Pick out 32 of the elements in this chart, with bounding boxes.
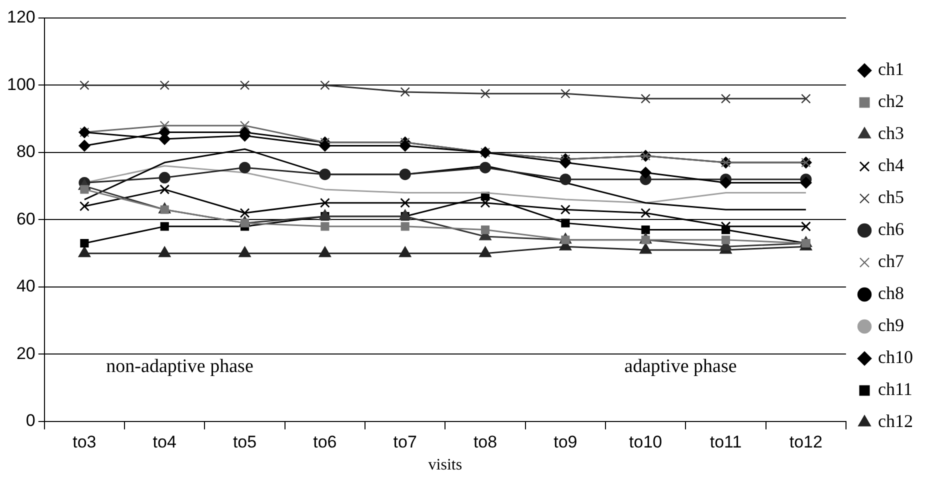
- x-tick-label: to6: [313, 432, 337, 452]
- legend-label: ch5: [878, 187, 904, 208]
- y-tick-label: 0: [26, 411, 36, 430]
- annotation: non-adaptive phase: [106, 356, 254, 377]
- legend-label: ch2: [878, 91, 904, 112]
- y-tick-label: 20: [16, 344, 36, 363]
- legend-label: ch3: [878, 123, 904, 144]
- legend-label: ch7: [878, 251, 904, 272]
- x-axis-title: visits: [428, 456, 462, 474]
- x-tick-label: to7: [393, 432, 417, 452]
- legend-label: ch11: [878, 379, 912, 400]
- y-tick-label: 100: [6, 74, 36, 94]
- legend-label: ch4: [878, 155, 904, 176]
- x-tick-label: to8: [473, 432, 498, 452]
- x-tick-label: to11: [710, 432, 742, 452]
- y-tick-label: 60: [16, 209, 36, 228]
- annotation: adaptive phase: [624, 356, 737, 377]
- y-tick-label: 80: [16, 142, 36, 162]
- legend-label: ch9: [878, 315, 904, 336]
- x-tick-label: to5: [232, 432, 257, 452]
- legend-label: ch1: [878, 59, 904, 80]
- legend-label: ch12: [878, 411, 914, 432]
- legend-label: ch8: [878, 283, 904, 304]
- legend-label: ch6: [878, 219, 904, 240]
- y-tick-label: 120: [6, 8, 36, 27]
- legend-label: ch10: [878, 347, 914, 368]
- x-tick-label: to9: [554, 432, 578, 452]
- x-tick-label: to3: [72, 432, 96, 452]
- y-tick-label: 40: [16, 276, 36, 296]
- x-tick-label: to10: [629, 432, 662, 452]
- x-tick-label: to12: [789, 432, 822, 452]
- x-tick-label: to4: [152, 432, 176, 452]
